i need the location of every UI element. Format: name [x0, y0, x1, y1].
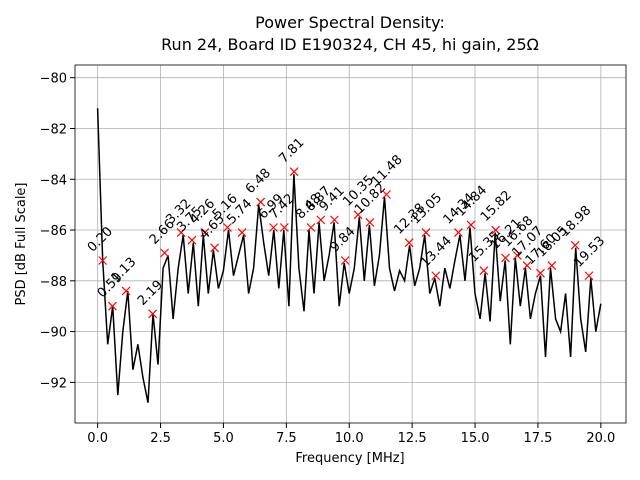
peak-marker — [279, 223, 289, 232]
peak-marker — [306, 223, 316, 232]
peak-label: 0.20 — [85, 224, 116, 255]
peak-marker — [340, 256, 350, 265]
y-axis-label: PSD [dB Full Scale] — [14, 182, 29, 305]
peak-marker — [200, 228, 210, 237]
peak-marker — [223, 223, 232, 232]
peak-marker — [584, 271, 594, 281]
peak-marker — [501, 253, 510, 263]
peak-marker — [522, 261, 532, 271]
peak-marker — [491, 225, 501, 235]
peak-marker — [289, 167, 299, 177]
peak-marker — [382, 190, 391, 199]
peak-label: 19.53 — [571, 234, 608, 271]
y-tick-label: −80 — [40, 72, 67, 87]
peak-label: 6.48 — [243, 166, 274, 197]
x-tick-label: 12.5 — [398, 431, 427, 446]
peak-label: 9.84 — [327, 224, 358, 255]
peak-marker — [256, 197, 266, 207]
peak-marker — [547, 261, 557, 271]
y-tick-label: −88 — [40, 275, 67, 290]
peak-marker — [479, 266, 489, 276]
x-tick-label: 20.0 — [586, 431, 615, 446]
peak-marker — [512, 251, 522, 260]
peak-marker — [108, 301, 117, 311]
peak-marker — [353, 210, 363, 220]
y-tick-label: −90 — [40, 326, 67, 341]
peak-marker — [570, 240, 580, 250]
peak-marker — [536, 268, 545, 278]
x-tick-label: 15.0 — [461, 431, 490, 446]
x-tick-label: 0.0 — [87, 431, 108, 446]
plot-area: 0.0 2.5 5.0 7.5 10.0 12.5 15.0 17.5 20.0 −92 −90 −8… — [40, 64, 627, 446]
x-axis-label: Frequency [MHz] — [295, 451, 404, 466]
peak-marker — [466, 220, 476, 230]
peak-marker — [365, 217, 375, 227]
peak-marker — [176, 228, 186, 237]
peak-label: 11.48 — [369, 152, 406, 189]
peak-marker — [421, 228, 431, 237]
y-tick-label: −82 — [40, 122, 67, 137]
peak-marker — [329, 215, 339, 225]
peak-marker — [404, 238, 414, 248]
y-tick-label: −84 — [40, 173, 67, 188]
peak-marker — [121, 286, 131, 296]
psd-line — [96, 108, 602, 403]
y-tick-label: −86 — [40, 224, 67, 239]
peak-marker — [269, 223, 278, 232]
peak-marker — [431, 271, 441, 281]
chart-title: Power Spectral Density: — [255, 13, 445, 32]
peak-label: 18.98 — [557, 203, 594, 240]
peak-marker — [160, 248, 169, 258]
peak-marker — [454, 228, 463, 237]
peak-marker — [316, 215, 326, 225]
peak-marker — [148, 309, 158, 319]
x-tick-label: 2.5 — [150, 431, 171, 446]
peak-label: 7.81 — [276, 135, 307, 166]
peak-marker — [98, 256, 108, 265]
x-tick-label: 5.0 — [213, 431, 234, 446]
x-tick-label: 10.0 — [335, 431, 364, 446]
peak-marker — [187, 235, 197, 245]
axes-frame — [74, 64, 627, 424]
chart-subtitle: Run 24, Board ID E190324, CH 45, hi gain… — [161, 35, 539, 54]
x-tick-label: 17.5 — [523, 431, 552, 446]
peak-marker — [210, 243, 220, 253]
y-tick-label: −92 — [40, 376, 67, 391]
x-tick-label: 7.5 — [276, 431, 297, 446]
peak-marker — [237, 228, 247, 237]
